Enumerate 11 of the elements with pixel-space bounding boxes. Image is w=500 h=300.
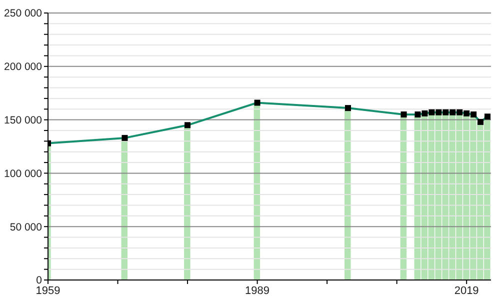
y-tick-label: 50 000 xyxy=(10,221,42,234)
x-tick-label: 1989 xyxy=(245,284,270,297)
y-tick-label: 0 xyxy=(36,274,42,287)
x-tick-label: 2019 xyxy=(454,284,479,297)
x-tick-label: 1959 xyxy=(36,284,60,297)
y-tick-label: 150 000 xyxy=(4,114,42,126)
bar xyxy=(184,125,190,280)
y-tick-label: 100 000 xyxy=(4,168,42,180)
y-tick-label: 200 000 xyxy=(4,61,42,74)
y-tick-label: 250 000 xyxy=(4,8,42,20)
bar xyxy=(344,108,351,280)
